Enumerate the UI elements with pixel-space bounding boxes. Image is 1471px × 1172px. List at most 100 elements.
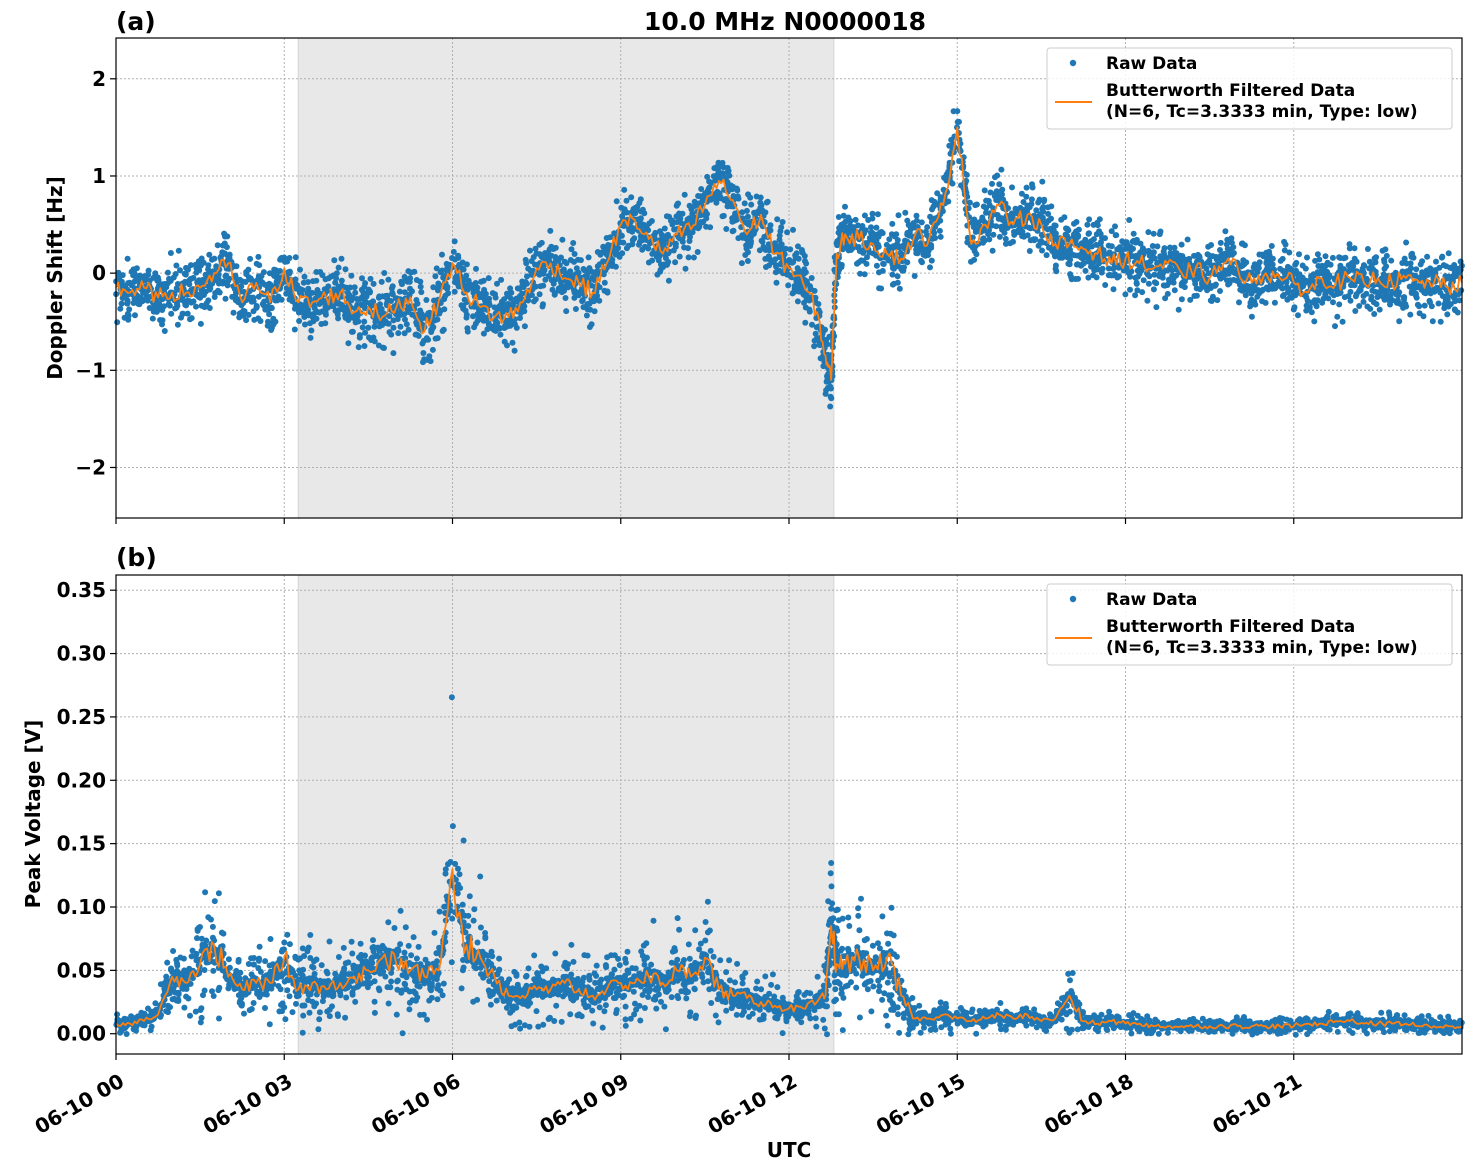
raw-data-point: [1110, 286, 1117, 293]
raw-data-point: [638, 222, 645, 229]
raw-data-point: [155, 306, 162, 313]
raw-data-point: [402, 981, 409, 988]
raw-data-point: [130, 300, 137, 306]
raw-data-point: [521, 323, 528, 330]
raw-data-point: [218, 929, 225, 936]
raw-data-point: [1252, 301, 1259, 308]
raw-data-point: [1093, 274, 1100, 281]
raw-data-point: [266, 1021, 273, 1028]
raw-data-point: [468, 281, 474, 288]
raw-data-point: [283, 290, 290, 297]
raw-data-point: [193, 269, 200, 276]
raw-data-point: [157, 981, 164, 988]
raw-data-point: [342, 266, 349, 273]
raw-data-point: [1439, 253, 1446, 260]
raw-data-point: [534, 261, 540, 268]
raw-data-point: [222, 295, 229, 302]
raw-data-point: [282, 1016, 289, 1023]
raw-data-point: [1033, 207, 1040, 214]
raw-data-point: [325, 283, 332, 290]
raw-data-point: [248, 298, 255, 305]
raw-data-point: [1035, 199, 1042, 206]
raw-data-point: [428, 987, 434, 994]
raw-data-point: [1408, 251, 1415, 258]
raw-data-point: [239, 310, 246, 316]
raw-data-point: [571, 294, 578, 301]
raw-data-point: [161, 328, 168, 334]
raw-data-point: [983, 209, 989, 216]
raw-data-point: [443, 260, 450, 267]
raw-data-point: [390, 324, 397, 331]
raw-data-point: [449, 823, 456, 830]
raw-data-point: [536, 271, 543, 278]
raw-data-point: [549, 286, 556, 293]
raw-data-point: [858, 257, 865, 264]
raw-data-point: [335, 264, 342, 271]
raw-data-point: [463, 311, 470, 318]
raw-data-point: [401, 311, 408, 318]
raw-data-point: [233, 263, 240, 270]
raw-data-point: [439, 267, 446, 274]
raw-data-point: [932, 235, 939, 241]
raw-data-point: [375, 985, 382, 992]
raw-data-point: [619, 250, 626, 257]
raw-data-point: [638, 236, 645, 243]
raw-data-point: [174, 962, 181, 969]
raw-data-point: [1171, 287, 1178, 294]
raw-data-point: [395, 946, 401, 953]
raw-data-point: [351, 284, 358, 291]
raw-data-point: [793, 278, 800, 284]
raw-data-point: [1263, 249, 1270, 256]
raw-data-point: [1414, 301, 1421, 308]
raw-data-point: [224, 282, 231, 289]
raw-data-point: [309, 289, 316, 296]
raw-data-point: [1193, 292, 1200, 299]
raw-data-point: [827, 403, 834, 410]
raw-data-point: [807, 285, 814, 292]
raw-data-point: [1181, 284, 1188, 291]
raw-data-point: [1396, 318, 1403, 325]
raw-data-point: [563, 260, 570, 267]
raw-data-point: [184, 310, 191, 317]
raw-data-point: [1145, 229, 1152, 236]
raw-data-point: [773, 262, 780, 269]
raw-data-point: [1292, 261, 1299, 268]
raw-data-point: [1248, 296, 1255, 303]
raw-data-point: [209, 988, 215, 995]
raw-data-point: [865, 217, 872, 223]
raw-data-point: [548, 243, 555, 250]
raw-data-point: [731, 213, 738, 220]
raw-data-point: [1400, 294, 1407, 301]
raw-data-point: [385, 276, 392, 283]
raw-data-point: [451, 238, 458, 245]
raw-data-point: [358, 286, 365, 293]
raw-data-point: [365, 286, 372, 293]
raw-data-point: [398, 989, 405, 996]
raw-data-point: [1428, 303, 1435, 310]
raw-data-point: [588, 321, 595, 328]
raw-data-point: [681, 191, 688, 198]
raw-data-point: [536, 291, 543, 298]
raw-data-point: [352, 289, 359, 296]
raw-data-point: [164, 959, 171, 966]
raw-data-point: [316, 1009, 323, 1016]
raw-data-point: [141, 277, 148, 284]
raw-data-point: [397, 323, 404, 330]
raw-data-point: [744, 213, 751, 220]
raw-data-point: [134, 277, 141, 284]
raw-data-point: [527, 247, 533, 254]
raw-data-point: [322, 309, 329, 316]
raw-data-point: [1156, 231, 1163, 238]
raw-data-point: [427, 358, 434, 365]
raw-data-point: [704, 173, 711, 180]
raw-data-point: [201, 987, 208, 994]
raw-data-point: [201, 302, 208, 309]
raw-data-point: [414, 994, 421, 1001]
raw-data-point: [1140, 277, 1147, 284]
raw-data-point: [201, 967, 208, 973]
raw-data-point: [1427, 265, 1434, 272]
raw-data-point: [1312, 257, 1319, 264]
raw-data-point: [1085, 258, 1092, 265]
raw-data-point: [319, 272, 326, 279]
raw-data-point: [766, 262, 773, 269]
